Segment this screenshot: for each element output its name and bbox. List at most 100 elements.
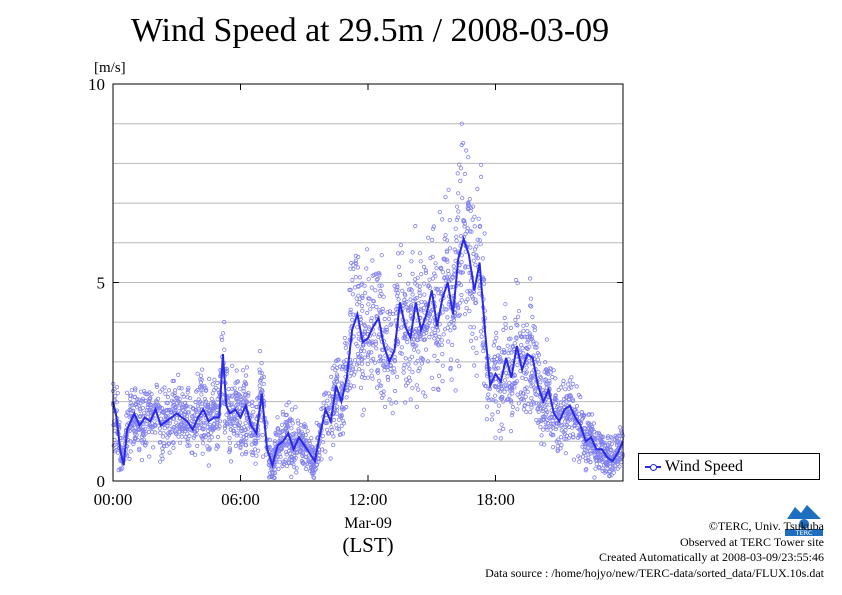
scatter-point <box>457 312 462 317</box>
scatter-point <box>352 357 358 363</box>
scatter-point <box>472 224 477 229</box>
scatter-point <box>402 362 407 367</box>
scatter-point <box>523 334 528 339</box>
scatter-point <box>158 439 163 445</box>
scatter-point <box>589 444 594 449</box>
scatter-point <box>498 436 503 441</box>
site-text: Observed at TERC Tower site <box>679 534 824 549</box>
scatter-point <box>317 453 322 458</box>
scatter-point <box>154 398 159 403</box>
scatter-point <box>586 452 591 457</box>
scatter-point <box>370 258 375 263</box>
scatter-point <box>151 445 156 450</box>
scatter-point <box>362 328 367 333</box>
scatter-point <box>254 404 259 410</box>
scatter-point <box>350 292 355 297</box>
scatter-point <box>355 265 360 270</box>
scatter-point <box>355 344 360 349</box>
scatter-point <box>502 350 507 355</box>
legend-label: Wind Speed <box>665 457 744 475</box>
scatter-point <box>254 453 259 458</box>
scatter-point <box>432 336 437 341</box>
scatter-point <box>238 420 243 425</box>
y-tick-label: 10 <box>88 75 105 94</box>
scatter-point <box>403 293 408 298</box>
svg-text:TERC: TERC <box>795 529 813 537</box>
scatter-point <box>484 404 490 409</box>
scatter-point <box>476 216 481 221</box>
scatter-point <box>588 459 593 465</box>
scatter-point <box>555 404 560 410</box>
scatter-point <box>594 461 599 467</box>
scatter-point <box>227 440 233 445</box>
scatter-point <box>369 368 374 373</box>
scatter-point <box>614 440 619 445</box>
scatter-point <box>597 432 602 437</box>
scatter-point <box>212 387 217 393</box>
scatter-point <box>423 394 428 399</box>
scatter-point <box>357 299 362 305</box>
scatter-point <box>566 436 572 441</box>
scatter-point <box>284 421 289 426</box>
scatter-point <box>522 386 528 391</box>
scatter-point <box>277 452 282 457</box>
scatter-point <box>207 411 213 416</box>
scatter-point <box>164 400 169 405</box>
scatter-point <box>177 385 182 391</box>
scatter-point <box>128 449 133 454</box>
scatter-point <box>481 340 486 345</box>
x-tick-label: 00:00 <box>94 490 133 509</box>
scatter-point <box>249 433 254 439</box>
scatter-point <box>303 432 308 438</box>
terc-logo-icon: TERC <box>783 503 825 537</box>
scatter-point <box>574 384 579 389</box>
scatter-point <box>448 328 453 333</box>
scatter-point <box>520 335 525 340</box>
scatter-point <box>470 217 475 222</box>
scatter-point <box>492 339 497 344</box>
scatter-point <box>458 166 464 171</box>
scatter-point <box>492 393 498 398</box>
scatter-point <box>394 307 399 312</box>
scatter-point <box>433 261 438 266</box>
scatter-point <box>256 395 261 400</box>
scatter-point <box>403 400 408 405</box>
scatter-point <box>375 370 381 375</box>
scatter-point <box>280 412 286 417</box>
scatter-point <box>388 362 393 368</box>
scatter-point <box>407 366 412 371</box>
scatter-point <box>529 405 534 410</box>
scatter-point <box>239 426 244 431</box>
scatter-point <box>166 388 172 393</box>
scatter-point <box>458 269 463 275</box>
scatter-point <box>479 162 484 167</box>
scatter-point <box>514 335 519 340</box>
scatter-point <box>371 303 376 309</box>
scatter-point <box>180 392 185 397</box>
scatter-point <box>313 466 318 472</box>
scatter-point <box>366 277 371 282</box>
scatter-point <box>161 410 166 415</box>
scatter-point <box>460 270 465 275</box>
scatter-point <box>261 381 266 386</box>
scatter-point <box>228 427 233 432</box>
scatter-point <box>503 302 508 307</box>
scatter-points <box>110 121 625 481</box>
scatter-point <box>515 281 520 286</box>
scatter-point <box>377 310 383 315</box>
scatter-point <box>599 457 604 462</box>
scatter-point <box>547 378 552 383</box>
scatter-point <box>199 392 204 397</box>
scatter-point <box>401 335 406 341</box>
scatter-point <box>496 345 501 350</box>
scatter-point <box>239 438 244 443</box>
scatter-point <box>491 343 496 348</box>
scatter-point <box>328 374 334 379</box>
scatter-point <box>493 435 498 440</box>
scatter-point <box>532 328 537 333</box>
scatter-point <box>348 310 353 315</box>
scatter-point <box>601 434 606 440</box>
scatter-point <box>131 441 136 447</box>
scatter-point <box>200 451 205 456</box>
scatter-point <box>419 355 424 360</box>
